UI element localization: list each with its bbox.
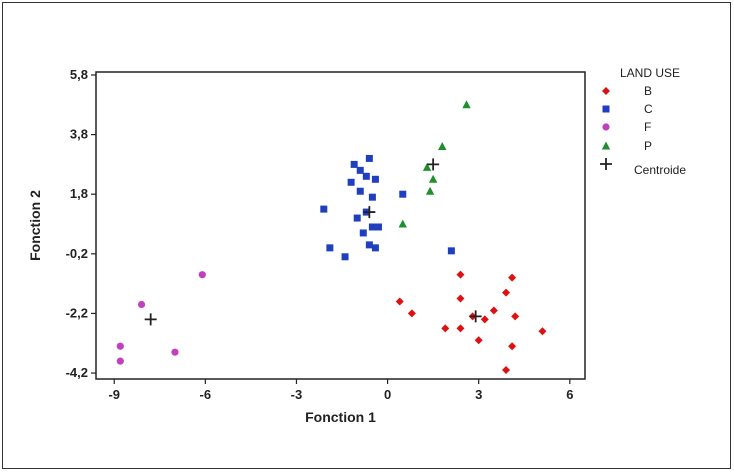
point-c: [347, 178, 355, 186]
point-c: [356, 166, 364, 174]
y-tick-label: -0,2: [66, 246, 88, 261]
legend-marker-b: [602, 87, 610, 95]
legend-label-b: B: [644, 84, 652, 98]
point-c: [365, 154, 373, 162]
legend-marker-c: [602, 105, 610, 113]
point-b: [456, 324, 465, 333]
legend-label-c: C: [644, 102, 653, 116]
point-b: [474, 336, 483, 345]
point-c: [362, 172, 370, 180]
point-c: [365, 241, 373, 249]
point-c: [326, 244, 334, 252]
point-b: [538, 327, 547, 336]
point-p: [425, 186, 435, 195]
point-b: [502, 288, 511, 297]
point-c: [368, 193, 376, 201]
point-f: [137, 300, 146, 309]
point-b: [511, 312, 520, 321]
point-c: [368, 223, 376, 231]
point-c: [371, 244, 379, 252]
x-tick-label: -6: [200, 387, 212, 402]
x-axis: -9 -6 -3 0 3 6: [108, 379, 573, 402]
x-tick-label: -3: [291, 387, 303, 402]
point-c: [359, 229, 367, 237]
point-b: [489, 306, 498, 315]
x-tick-label: 6: [566, 387, 573, 402]
point-f: [116, 342, 124, 350]
point-c: [374, 223, 382, 231]
y-axis-title: Fonction 2: [27, 190, 43, 261]
point-c: [356, 187, 364, 195]
point-b: [395, 297, 404, 306]
point-p: [462, 100, 471, 109]
point-p: [398, 219, 407, 228]
x-axis-title: Fonction 1: [305, 409, 376, 425]
legend-label-p: P: [644, 139, 652, 153]
point-f: [198, 271, 206, 279]
legend-title: LAND USE: [620, 66, 680, 80]
y-tick-label: 3,8: [70, 127, 88, 142]
point-c: [353, 214, 361, 222]
y-tick-label: 1,8: [70, 186, 88, 201]
point-centroide: [427, 158, 440, 171]
y-axis: 5,8 3,8 1,8 -0,2 -2,2 -4,2: [66, 67, 96, 380]
point-c: [371, 175, 379, 183]
point-b: [502, 366, 511, 375]
point-c: [320, 205, 328, 213]
plot-area: [95, 71, 586, 380]
legend-marker-centroide: [600, 158, 612, 170]
point-b: [456, 270, 465, 279]
point-c: [399, 190, 407, 198]
point-centroide: [363, 206, 376, 219]
y-tick-label: -4,2: [66, 365, 88, 380]
point-c: [350, 160, 358, 168]
point-b: [508, 342, 517, 351]
point-p: [422, 162, 432, 171]
point-b: [456, 294, 465, 303]
point-centroide: [469, 310, 482, 323]
point-b: [508, 273, 517, 282]
legend-marker-f: [602, 123, 610, 131]
point-b: [441, 324, 450, 333]
point-c: [341, 253, 349, 261]
data-points: [116, 100, 547, 375]
point-b: [480, 315, 489, 324]
point-p: [438, 142, 447, 151]
x-tick-label: 0: [384, 387, 391, 402]
point-p: [428, 174, 438, 183]
point-c: [447, 247, 455, 255]
legend-label-centroide: Centroide: [634, 163, 686, 177]
x-tick-label: 3: [475, 387, 482, 402]
legend-label-f: F: [644, 120, 651, 134]
point-f: [171, 348, 179, 356]
point-centroide: [144, 313, 157, 326]
point-b: [407, 309, 416, 318]
y-tick-label: -2,2: [66, 305, 88, 320]
point-f: [116, 357, 124, 365]
x-tick-label: -9: [108, 387, 120, 402]
y-tick-label: 5,8: [70, 67, 88, 82]
legend-marker-p: [601, 141, 611, 150]
